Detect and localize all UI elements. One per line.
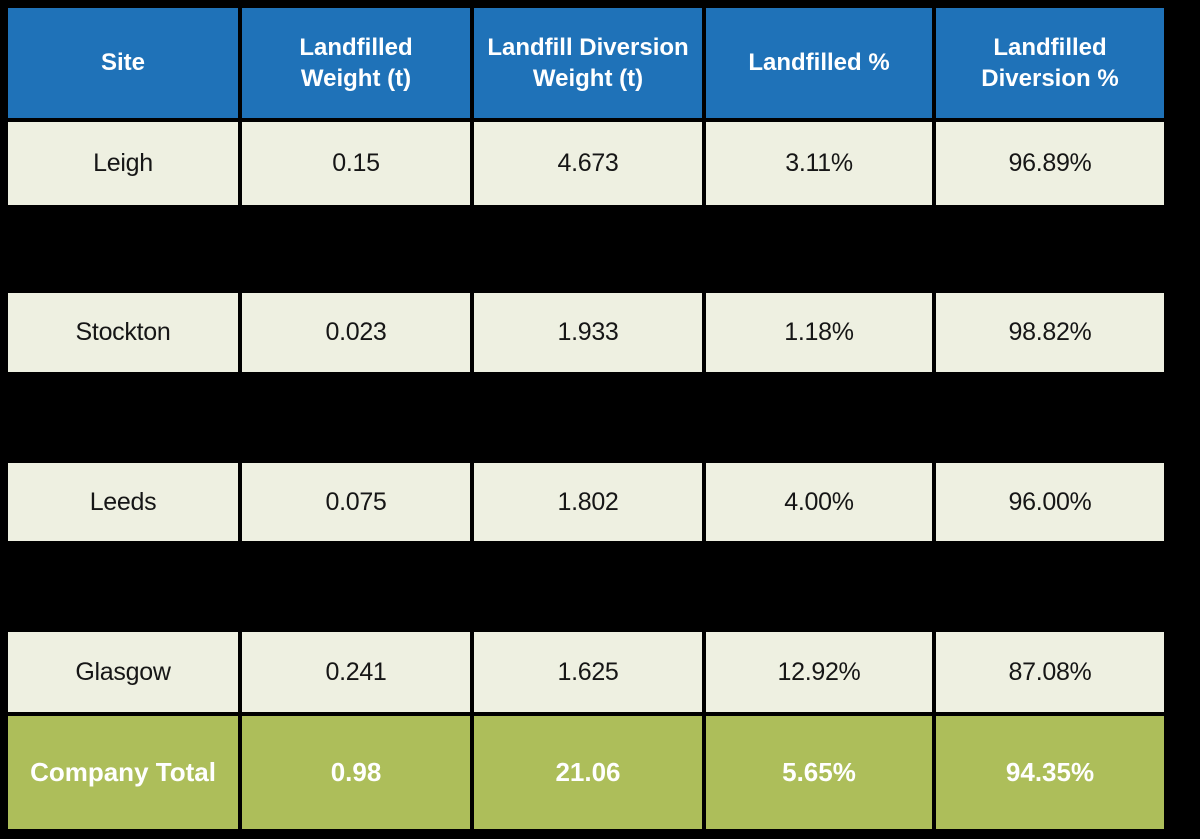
table-header-row: Site Landfilled Weight (t) Landfill Dive… <box>8 8 1164 118</box>
redacted-row <box>8 209 1164 289</box>
header-label: Site <box>100 49 145 77</box>
diversion-weight-cell: 1.625 <box>474 632 702 712</box>
table-row-company-total: Company Total 0.98 21.06 5.65% 94.35% <box>8 716 1164 829</box>
header-cell-site: Site <box>8 8 238 118</box>
redacted-row <box>8 376 1164 459</box>
header-label: Diversion % <box>981 65 1119 92</box>
landfilled-weight-cell: 0.241 <box>242 632 470 712</box>
total-diversion-weight-cell: 21.06 <box>474 716 702 829</box>
header-label: Weight (t) <box>532 65 644 92</box>
header-label: Landfilled <box>299 33 413 61</box>
total-landfilled-weight-cell: 0.98 <box>242 716 470 829</box>
header-cell-landfilled-pct: Landfilled % <box>706 8 932 118</box>
table-row-leigh: Leigh 0.15 4.673 3.11% 96.89% <box>8 122 1164 205</box>
table-row-stockton: Stockton 0.023 1.933 1.18% 98.82% <box>8 293 1164 372</box>
total-diversion-pct-cell: 94.35% <box>936 716 1164 829</box>
header-label: Landfilled <box>993 33 1107 61</box>
landfilled-weight-cell: 0.023 <box>242 293 470 372</box>
total-landfilled-pct-cell: 5.65% <box>706 716 932 829</box>
redacted-row <box>8 545 1164 628</box>
header-label: Weight (t) <box>300 65 412 92</box>
site-cell: Stockton <box>8 293 238 372</box>
total-label-cell: Company Total <box>8 716 238 829</box>
diversion-pct-cell: 87.08% <box>936 632 1164 712</box>
header-cell-diversion-pct: Landfilled Diversion % <box>936 8 1164 118</box>
landfilled-weight-cell: 0.15 <box>242 122 470 205</box>
site-cell: Glasgow <box>8 632 238 712</box>
table-row-glasgow: Glasgow 0.241 1.625 12.92% 87.08% <box>8 632 1164 712</box>
diversion-weight-cell: 4.673 <box>474 122 702 205</box>
landfilled-pct-cell: 4.00% <box>706 463 932 541</box>
table-row-leeds: Leeds 0.075 1.802 4.00% 96.00% <box>8 463 1164 541</box>
landfilled-pct-cell: 1.18% <box>706 293 932 372</box>
landfilled-pct-cell: 12.92% <box>706 632 932 712</box>
header-cell-diversion-weight: Landfill Diversion Weight (t) <box>474 8 702 118</box>
diversion-weight-cell: 1.933 <box>474 293 702 372</box>
header-label: Landfill Diversion <box>487 33 689 61</box>
landfilled-weight-cell: 0.075 <box>242 463 470 541</box>
header-cell-landfilled-weight: Landfilled Weight (t) <box>242 8 470 118</box>
site-cell: Leigh <box>8 122 238 205</box>
diversion-weight-cell: 1.802 <box>474 463 702 541</box>
landfill-diversion-table: Site Landfilled Weight (t) Landfill Dive… <box>8 8 1164 829</box>
site-cell: Leeds <box>8 463 238 541</box>
diversion-pct-cell: 96.00% <box>936 463 1164 541</box>
diversion-pct-cell: 96.89% <box>936 122 1164 205</box>
diversion-pct-cell: 98.82% <box>936 293 1164 372</box>
landfilled-pct-cell: 3.11% <box>706 122 932 205</box>
header-label: Landfilled % <box>748 49 890 77</box>
